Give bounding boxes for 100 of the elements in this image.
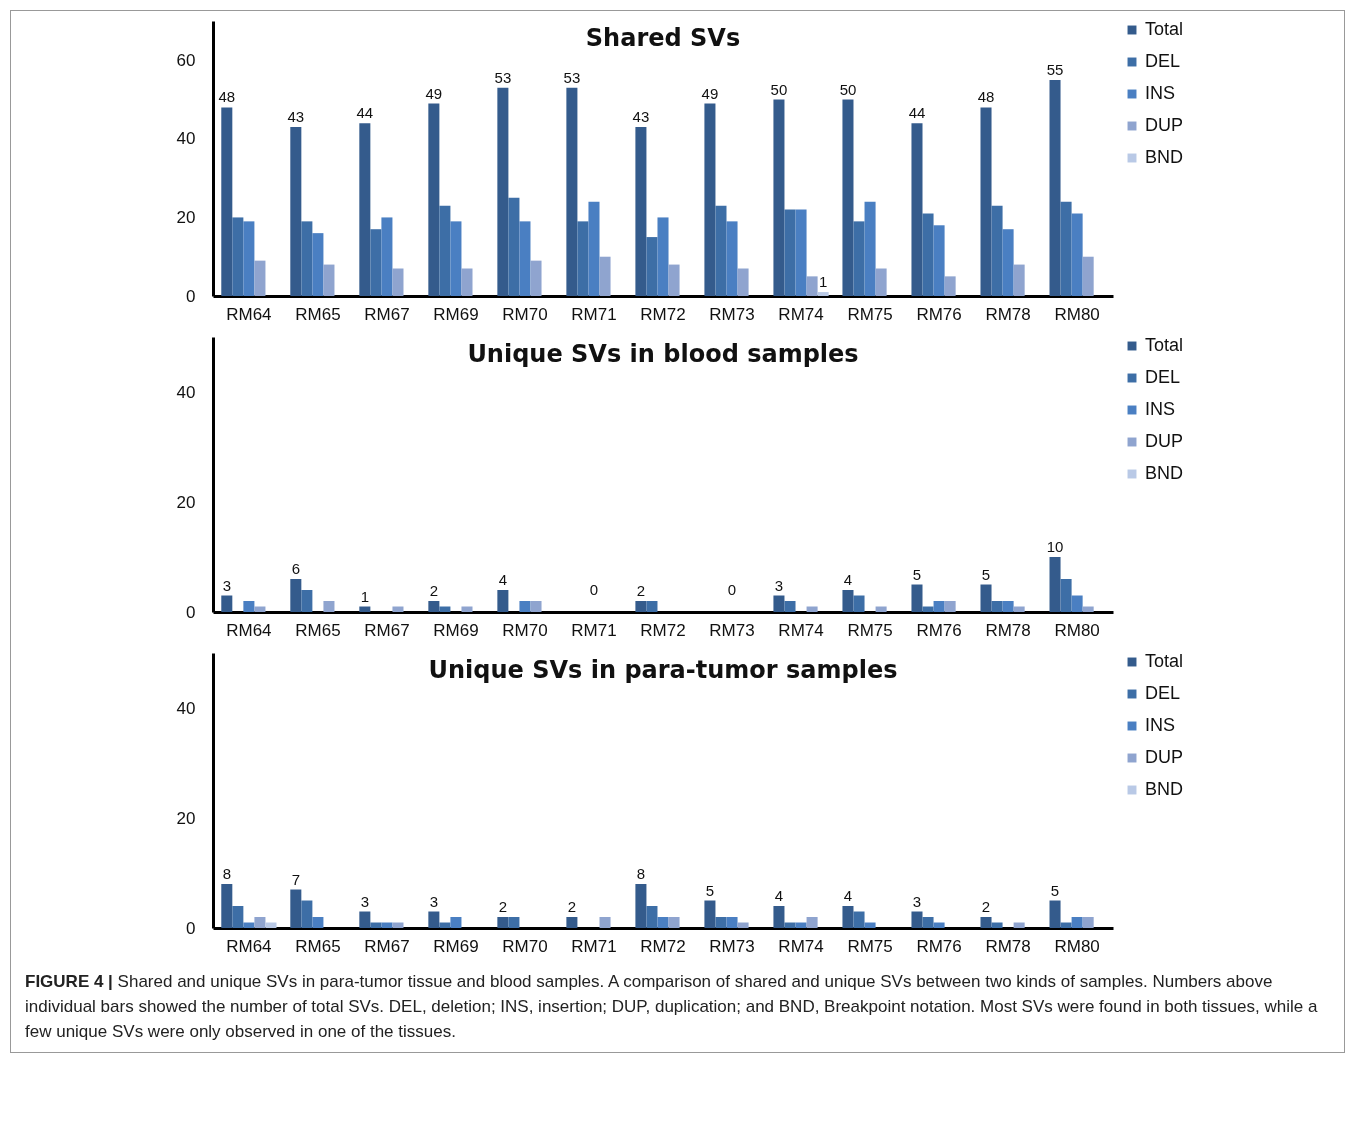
x-tick-label: RM69 xyxy=(433,620,479,640)
bar xyxy=(599,917,611,928)
x-tick-label: RM73 xyxy=(709,304,755,324)
bar xyxy=(864,922,876,928)
x-tick-label: RM64 xyxy=(226,936,272,956)
bar xyxy=(566,87,578,296)
x-tick-label: RM65 xyxy=(295,936,341,956)
bar xyxy=(980,917,992,928)
bar xyxy=(508,197,520,296)
bar xyxy=(1071,917,1083,928)
bar xyxy=(265,922,277,928)
bar xyxy=(439,922,451,928)
bar xyxy=(461,268,473,296)
data-label: 2 xyxy=(567,898,577,915)
bar xyxy=(243,221,255,296)
bar xyxy=(1082,606,1094,612)
legend-label: INS xyxy=(1145,399,1176,419)
bar xyxy=(715,205,727,296)
data-label: 6 xyxy=(291,560,300,577)
bar xyxy=(588,201,600,296)
x-tick-label: RM69 xyxy=(433,936,479,956)
bar xyxy=(922,213,934,296)
bar xyxy=(806,917,818,928)
bar xyxy=(243,922,255,928)
bar xyxy=(635,601,647,612)
legend-label: Total xyxy=(1145,651,1184,671)
bar xyxy=(842,99,854,296)
data-label: 3 xyxy=(360,892,370,910)
chart-title: Unique SVs in para-tumor samples xyxy=(428,656,898,684)
x-tick-label: RM72 xyxy=(640,936,686,956)
bar xyxy=(944,276,956,296)
bar xyxy=(795,922,807,928)
bar xyxy=(853,221,865,296)
bar xyxy=(359,606,371,612)
x-tick-label: RM80 xyxy=(1054,936,1100,956)
bar xyxy=(875,606,887,612)
bar xyxy=(668,264,680,296)
legend-label: DUP xyxy=(1145,431,1184,451)
legend-label: BND xyxy=(1145,463,1184,483)
bar xyxy=(635,884,647,928)
bar xyxy=(301,590,313,612)
bar xyxy=(773,99,785,296)
legend-label: Total xyxy=(1145,19,1184,39)
data-label: 3 xyxy=(774,576,784,594)
bar xyxy=(243,601,255,612)
bar xyxy=(370,229,382,296)
bar xyxy=(312,917,324,928)
data-label: 7 xyxy=(291,870,300,888)
bar xyxy=(784,601,796,612)
y-tick-label: 60 xyxy=(176,50,196,70)
legend-label: DEL xyxy=(1145,367,1181,387)
bar xyxy=(221,884,233,928)
bar xyxy=(301,900,313,928)
legend-label: BND xyxy=(1145,779,1184,799)
data-label: 5 xyxy=(705,881,715,899)
x-tick-label: RM74 xyxy=(778,304,824,324)
data-label: 3 xyxy=(912,892,922,910)
x-tick-label: RM65 xyxy=(295,620,341,640)
bar xyxy=(392,606,404,612)
data-label: 3 xyxy=(429,892,439,910)
bar xyxy=(254,917,266,928)
bar xyxy=(933,225,945,296)
bar xyxy=(726,917,738,928)
y-tick-label: 0 xyxy=(186,602,196,622)
bar xyxy=(323,601,335,612)
x-tick-label: RM80 xyxy=(1054,620,1100,640)
bar xyxy=(864,201,876,296)
bar xyxy=(290,579,302,612)
bar xyxy=(359,911,371,928)
bar xyxy=(254,606,266,612)
y-tick-label: 40 xyxy=(176,129,196,149)
data-label: 48 xyxy=(218,88,236,106)
y-tick-label: 20 xyxy=(176,207,196,227)
bar xyxy=(392,922,404,928)
bar xyxy=(381,217,393,296)
x-tick-label: RM76 xyxy=(916,936,962,956)
legend-label: INS xyxy=(1145,83,1176,103)
data-label: 53 xyxy=(494,68,512,86)
bar xyxy=(922,917,934,928)
bar xyxy=(290,127,302,296)
bar xyxy=(991,922,1003,928)
data-label: 44 xyxy=(356,104,374,122)
annotation: 0 xyxy=(727,581,737,598)
data-label: 50 xyxy=(839,80,857,98)
bar xyxy=(991,205,1003,296)
bar xyxy=(497,590,509,612)
bar xyxy=(657,917,669,928)
data-label: 5 xyxy=(981,565,991,583)
bar xyxy=(254,260,266,296)
bar xyxy=(933,922,945,928)
bar xyxy=(566,917,578,928)
bar xyxy=(1049,557,1061,612)
bar xyxy=(1049,900,1061,928)
data-label: 4 xyxy=(843,571,853,588)
x-tick-label: RM80 xyxy=(1054,304,1100,324)
bar xyxy=(221,595,233,612)
bar xyxy=(323,264,335,296)
bar xyxy=(428,103,440,296)
y-tick-label: 20 xyxy=(176,808,196,828)
x-tick-label: RM74 xyxy=(778,936,824,956)
